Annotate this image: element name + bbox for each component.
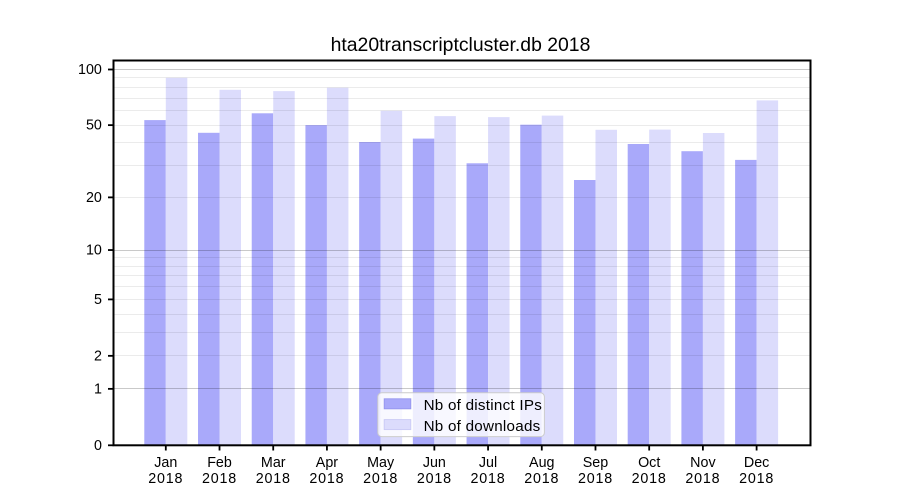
svg-text:2018: 2018 xyxy=(363,471,398,487)
svg-text:2018: 2018 xyxy=(632,471,667,487)
svg-text:Jan: Jan xyxy=(154,455,177,471)
svg-text:2018: 2018 xyxy=(148,471,183,487)
svg-text:5: 5 xyxy=(94,292,102,308)
svg-text:2: 2 xyxy=(94,348,102,364)
svg-text:May: May xyxy=(367,455,395,471)
svg-text:2018: 2018 xyxy=(739,471,774,487)
svg-text:hta20transcriptcluster.db 2018: hta20transcriptcluster.db 2018 xyxy=(331,34,591,56)
svg-text:50: 50 xyxy=(86,118,102,134)
svg-text:2018: 2018 xyxy=(202,471,237,487)
svg-text:10: 10 xyxy=(86,243,102,259)
svg-text:Jul: Jul xyxy=(479,455,497,471)
svg-text:Mar: Mar xyxy=(261,455,286,471)
svg-text:2018: 2018 xyxy=(578,471,613,487)
svg-text:2018: 2018 xyxy=(524,471,559,487)
svg-text:2018: 2018 xyxy=(685,471,720,487)
svg-text:Dec: Dec xyxy=(744,455,769,471)
svg-text:Nb of distinct IPs: Nb of distinct IPs xyxy=(424,397,543,414)
svg-text:Sep: Sep xyxy=(583,455,608,471)
svg-text:Feb: Feb xyxy=(207,455,232,471)
svg-text:Jun: Jun xyxy=(423,455,446,471)
svg-text:1: 1 xyxy=(94,381,102,397)
svg-text:2018: 2018 xyxy=(309,471,344,487)
svg-text:100: 100 xyxy=(78,62,102,78)
svg-text:2018: 2018 xyxy=(471,471,506,487)
svg-text:Apr: Apr xyxy=(316,455,338,471)
svg-text:2018: 2018 xyxy=(417,471,452,487)
svg-text:Nb of downloads: Nb of downloads xyxy=(424,418,541,435)
svg-text:0: 0 xyxy=(94,438,102,454)
svg-text:20: 20 xyxy=(86,190,102,206)
svg-text:Oct: Oct xyxy=(638,455,660,471)
svg-text:2018: 2018 xyxy=(256,471,291,487)
svg-text:Nov: Nov xyxy=(690,455,716,471)
svg-text:Aug: Aug xyxy=(529,455,554,471)
